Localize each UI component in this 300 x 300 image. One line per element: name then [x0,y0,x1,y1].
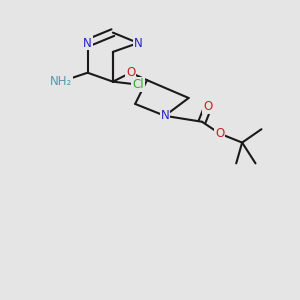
Text: Cl: Cl [132,78,144,91]
Text: NH₂: NH₂ [50,75,72,88]
Text: N: N [83,37,92,50]
Text: N: N [134,37,142,50]
Text: N: N [160,109,169,122]
Text: O: O [203,100,213,113]
Text: O: O [215,127,224,140]
Text: O: O [126,66,135,79]
